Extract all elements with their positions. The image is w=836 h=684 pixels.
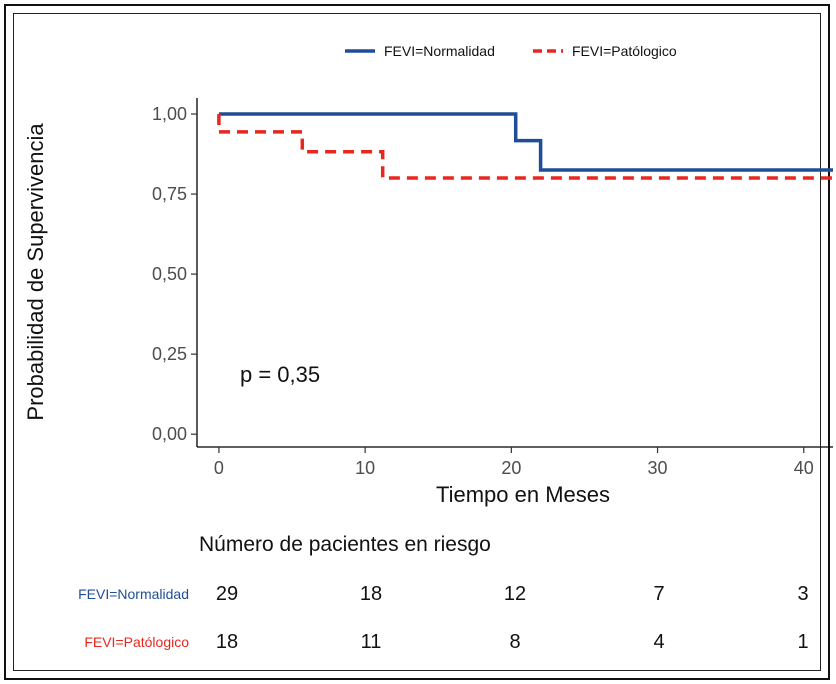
y-tick-label: 0,00 <box>152 424 187 444</box>
x-tick-label: 30 <box>648 458 668 478</box>
figure-frame <box>4 4 830 680</box>
risk-count: 12 <box>504 583 526 605</box>
y-tick-label: 0,75 <box>152 184 187 204</box>
x-tick-label: 10 <box>355 458 375 478</box>
y-axis-title: Probabilidad de Supervivencia <box>23 123 48 421</box>
x-tick-label: 20 <box>501 458 521 478</box>
risk-count: 18 <box>360 583 382 605</box>
plot-area: 0,00 0,25 0,50 0,75 1,00 0 10 20 30 40 Tiempo en M… <box>23 98 833 507</box>
risk-count: 4 <box>653 631 664 653</box>
y-tick-label: 0,25 <box>152 344 187 364</box>
risk-row-label: FEVI=Normalidad <box>78 586 189 602</box>
y-tick-label: 0,50 <box>152 264 187 284</box>
risk-row-label: FEVI=Patólogico <box>84 634 189 650</box>
risk-table: Número de pacientes en riesgo FEVI=Normal… <box>78 533 808 653</box>
p-value-annotation: p = 0,35 <box>240 362 320 387</box>
risk-count: 11 <box>361 631 382 653</box>
risk-count: 1 <box>797 631 808 653</box>
x-tick-label: 40 <box>794 458 814 478</box>
risk-count: 3 <box>797 583 808 605</box>
y-tick-label: 1,00 <box>152 104 187 124</box>
x-axis-title: Tiempo en Meses <box>436 482 610 507</box>
legend-label-fevi-patologico: FEVI=Patólogico <box>572 43 677 59</box>
legend-label-fevi-normalidad: FEVI=Normalidad <box>384 43 495 59</box>
series-line-fevi-normalidad <box>218 112 833 172</box>
risk-count: 29 <box>216 583 238 605</box>
risk-count: 7 <box>653 583 664 605</box>
risk-table-title: Número de pacientes en riesgo <box>199 533 491 556</box>
x-tick-label: 0 <box>214 458 224 478</box>
legend: FEVI=Normalidad FEVI=Patólogico <box>345 43 677 59</box>
risk-count: 18 <box>216 631 238 653</box>
risk-count: 8 <box>509 631 520 653</box>
figure-inner-frame <box>13 13 821 671</box>
